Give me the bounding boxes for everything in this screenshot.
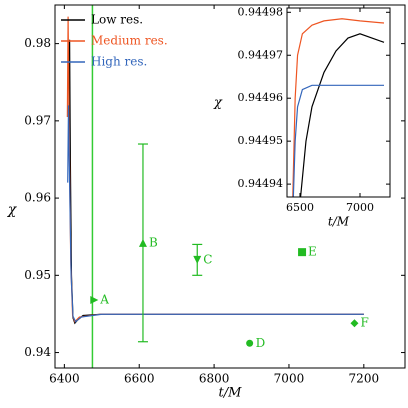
- series-line: [299, 33, 385, 197]
- y-tick-label: 0.97: [24, 113, 51, 127]
- point-label: C: [203, 252, 212, 266]
- x-tick-label: 7200: [349, 372, 380, 386]
- x-axis-label: t/M: [328, 215, 350, 229]
- point-marker: [350, 319, 359, 328]
- x-tick-label: 6600: [124, 372, 155, 386]
- y-tick-label: 0.94498: [238, 5, 284, 18]
- plot-frame: [54, 4, 406, 369]
- y-tick-label: 0.95: [24, 268, 51, 282]
- y-tick-label: 0.94496: [238, 91, 284, 104]
- y-tick-label: 0.94: [24, 345, 51, 359]
- y-axis-label: χ: [213, 96, 223, 111]
- series-line: [67, 105, 364, 323]
- point-marker: [193, 255, 202, 264]
- series-line: [292, 18, 385, 197]
- point-label: D: [256, 336, 266, 350]
- legend-label: Low res.: [91, 13, 143, 27]
- point-label: F: [360, 316, 368, 330]
- plot-area: [287, 8, 390, 197]
- y-tick-label: 0.98: [24, 36, 51, 50]
- point-label: E: [308, 245, 317, 259]
- legend-label: High res.: [91, 55, 147, 69]
- y-tick-label: 0.96: [24, 191, 51, 205]
- point-marker: [138, 238, 147, 247]
- x-tick-label: 7000: [274, 372, 305, 386]
- y-axis-label: χ: [7, 202, 18, 218]
- x-tick-label: 6500: [286, 201, 314, 214]
- legend-label: Medium res.: [91, 34, 168, 48]
- x-tick-label: 6400: [49, 372, 80, 386]
- point-marker: [90, 296, 99, 305]
- point-label: B: [149, 235, 158, 249]
- series-line: [292, 84, 384, 197]
- x-tick-label: 7000: [346, 201, 374, 214]
- y-tick-label: 0.94494: [238, 177, 284, 190]
- x-axis-label: t/M: [219, 386, 243, 401]
- point-marker: [298, 248, 307, 257]
- y-tick-label: 0.94497: [238, 48, 284, 61]
- point-marker: [246, 339, 254, 347]
- plot-frame: [286, 7, 391, 198]
- y-tick-label: 0.94495: [238, 134, 284, 147]
- x-tick-label: 6800: [199, 372, 230, 386]
- point-label: A: [99, 293, 109, 307]
